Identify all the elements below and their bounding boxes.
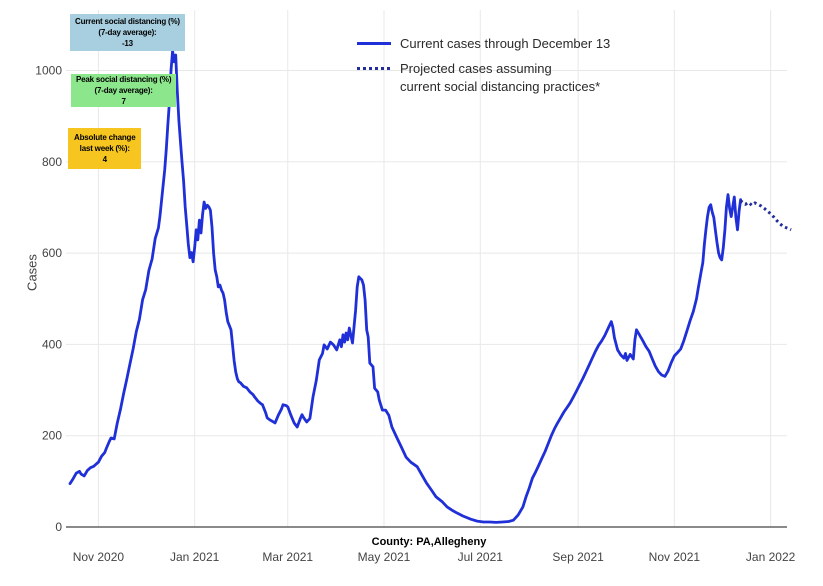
x-tick-label: Jan 2021 bbox=[170, 550, 220, 564]
y-tick-label: 400 bbox=[42, 337, 62, 351]
x-tick-label: Jul 2021 bbox=[458, 550, 504, 564]
annotation-current-social-distancing: Current social distancing (%) (7-day ave… bbox=[70, 14, 185, 51]
annotation-value: 4 bbox=[102, 155, 107, 164]
annotation-line: Absolute change bbox=[74, 133, 136, 142]
x-tick-label: Nov 2021 bbox=[649, 550, 701, 564]
y-tick-label: 600 bbox=[42, 246, 62, 260]
annotation-line: Current social distancing (%) bbox=[75, 17, 180, 26]
legend-label-line2: current social distancing practices* bbox=[400, 79, 601, 94]
legend: Current cases through December 13 Projec… bbox=[357, 35, 610, 103]
legend-item-projected-cases[interactable]: Projected cases assuming current social … bbox=[357, 60, 610, 96]
x-tick-label: May 2021 bbox=[358, 550, 411, 564]
annotation-line: (7-day average): bbox=[94, 86, 153, 95]
current-cases-line[interactable] bbox=[68, 49, 742, 524]
legend-label-current-cases: Current cases through December 13 bbox=[400, 36, 611, 51]
x-tick-label: Nov 2020 bbox=[73, 550, 125, 564]
dotted-line-swatch bbox=[357, 67, 391, 70]
annotation-absolute-change: Absolute change last week (%): 4 bbox=[68, 128, 142, 169]
x-tick-label: Mar 2021 bbox=[262, 550, 313, 564]
annotation-line: (7-day average): bbox=[98, 28, 157, 37]
y-axis-title: Cases bbox=[24, 254, 40, 291]
projected-cases-line[interactable] bbox=[739, 199, 792, 232]
y-tick-label: 200 bbox=[42, 429, 62, 443]
y-tick-label: 0 bbox=[55, 520, 62, 534]
solid-line-swatch bbox=[357, 42, 391, 45]
legend-item-current-cases[interactable]: Current cases through December 13 bbox=[357, 35, 610, 53]
legend-label-line1: Projected cases assuming bbox=[400, 61, 552, 76]
x-tick-label: Jan 2022 bbox=[746, 550, 796, 564]
annotation-peak-social-distancing: Peak social distancing (%) (7-day averag… bbox=[71, 74, 177, 107]
y-tick-label: 800 bbox=[42, 155, 62, 169]
annotation-value: -13 bbox=[121, 39, 133, 48]
county-label: County: PA,Allegheny bbox=[371, 536, 487, 548]
annotation-line: Peak social distancing (%) bbox=[76, 75, 172, 84]
legend-label-projected-cases: Projected cases assuming current social … bbox=[400, 60, 600, 96]
annotation-value: 7 bbox=[121, 97, 126, 106]
x-tick-label: Sep 2021 bbox=[552, 550, 604, 564]
annotation-line: last week (%): bbox=[79, 144, 130, 153]
y-tick-label: 1000 bbox=[35, 64, 62, 78]
